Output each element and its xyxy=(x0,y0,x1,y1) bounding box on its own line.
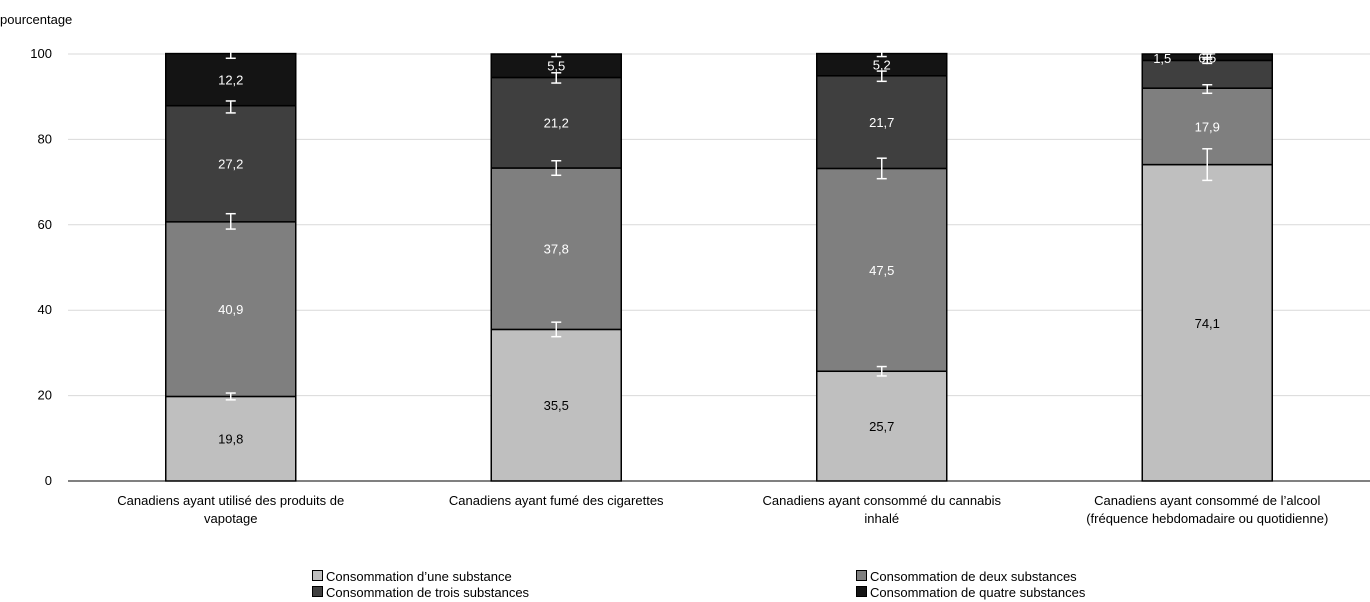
legend-swatch-1 xyxy=(312,570,323,581)
error-bar xyxy=(1202,53,1213,60)
legend-label-4: Consommation de quatre substances xyxy=(870,585,1086,600)
y-tick-labels: 0 20 40 60 80 100 xyxy=(30,46,52,488)
error-bars xyxy=(225,48,1213,401)
y-tick-label: 100 xyxy=(30,46,52,61)
error-bar xyxy=(225,212,236,230)
data-label: 12,2 xyxy=(218,73,243,88)
x-category-labels: Canadiens ayant utilisé des produits de v… xyxy=(117,493,1328,526)
legend-item-2: Consommation de deux substances xyxy=(856,570,1077,584)
error-bar xyxy=(551,50,562,58)
legend-label-1: Consommation d’une substance xyxy=(326,569,512,584)
legend-label-3: Consommation de trois substances xyxy=(326,585,530,600)
data-label: 40,9 xyxy=(218,302,243,317)
data-label: 21,7 xyxy=(869,115,894,130)
bar-segment xyxy=(165,221,297,398)
data-label: 5,5 xyxy=(547,59,565,74)
error-bar xyxy=(876,365,887,377)
legend-swatch-2 xyxy=(856,570,867,581)
error-bar xyxy=(551,321,562,338)
bar-segment xyxy=(490,328,622,482)
data-label: 47,5 xyxy=(869,263,894,278)
error-bar xyxy=(225,48,236,60)
data-label: 37,8 xyxy=(544,242,569,257)
legend-swatch-3 xyxy=(312,586,323,597)
data-label: 5,2 xyxy=(873,58,891,73)
bar-segment xyxy=(165,395,297,482)
x-category-label-line: Canadiens ayant fumé des cigarettes xyxy=(449,493,664,508)
y-tick-label: 40 xyxy=(38,302,52,317)
x-category-label-line: Canadiens ayant consommé du cannabis xyxy=(763,493,1002,508)
x-category-label-line: vapotage xyxy=(204,511,258,526)
data-label: 35,5 xyxy=(544,398,569,413)
y-tick-label: 20 xyxy=(38,388,52,403)
y-tick-label: 0 xyxy=(45,473,52,488)
bar-segment xyxy=(165,104,297,223)
error-bar xyxy=(225,100,236,114)
error-bar xyxy=(225,392,236,401)
data-label: 19,8 xyxy=(218,432,243,447)
legend-item-4: Consommation de quatre substances xyxy=(856,586,1085,600)
bar-segment xyxy=(165,52,297,107)
error-bar xyxy=(551,72,562,84)
y-axis-label: pourcentage xyxy=(0,12,73,27)
y-tick-label: 80 xyxy=(38,131,52,146)
error-bar xyxy=(551,160,562,177)
error-bar xyxy=(1202,148,1213,182)
x-category-label-line: inhalé xyxy=(864,511,899,526)
x-category-label: Canadiens ayant consommé de l’alcool (fré… xyxy=(1086,493,1328,526)
bar-segment xyxy=(816,370,948,482)
data-label: 27,2 xyxy=(218,157,243,172)
bar-segment xyxy=(816,75,948,170)
data-label: 1,5 xyxy=(1153,51,1171,66)
x-category-label-line: Canadiens ayant consommé de l’alcool xyxy=(1094,493,1320,508)
data-label: 74,1 xyxy=(1195,316,1220,331)
bar-segment xyxy=(1141,59,1273,89)
error-bar xyxy=(876,70,887,83)
x-category-label-line: Canadiens ayant utilisé des produits de xyxy=(117,493,344,508)
data-label: 25,7 xyxy=(869,419,894,434)
legend-item-3: Consommation de trois substances xyxy=(312,586,529,600)
legend-label-2: Consommation de deux substances xyxy=(870,569,1077,584)
bar-segment xyxy=(816,167,948,373)
x-category-label-line: (fréquence hebdomadaire ou quotidienne) xyxy=(1086,511,1328,526)
data-label: 17,9 xyxy=(1195,119,1220,134)
error-bar xyxy=(876,157,887,180)
x-category-label: Canadiens ayant consommé du cannabis inha… xyxy=(763,493,1002,526)
error-bar xyxy=(876,50,887,58)
data-label: 6,5 xyxy=(1198,50,1216,65)
legend-item-1: Consommation d’une substance xyxy=(312,570,512,584)
data-label: 21,2 xyxy=(544,116,569,131)
x-category-label: Canadiens ayant fumé des cigarettes xyxy=(449,493,664,508)
data-labels: 19,8 40,9 27,2 12,2 35,5 37,8 21,2 5,5 25,7 47,5 2… xyxy=(218,50,1220,446)
y-tick-label: 60 xyxy=(38,217,52,232)
bars xyxy=(165,52,1273,482)
x-category-label: Canadiens ayant utilisé des produits de v… xyxy=(117,493,344,526)
legend-swatch-4 xyxy=(856,586,867,597)
error-bar xyxy=(1202,83,1213,95)
bar-segment xyxy=(490,167,622,331)
